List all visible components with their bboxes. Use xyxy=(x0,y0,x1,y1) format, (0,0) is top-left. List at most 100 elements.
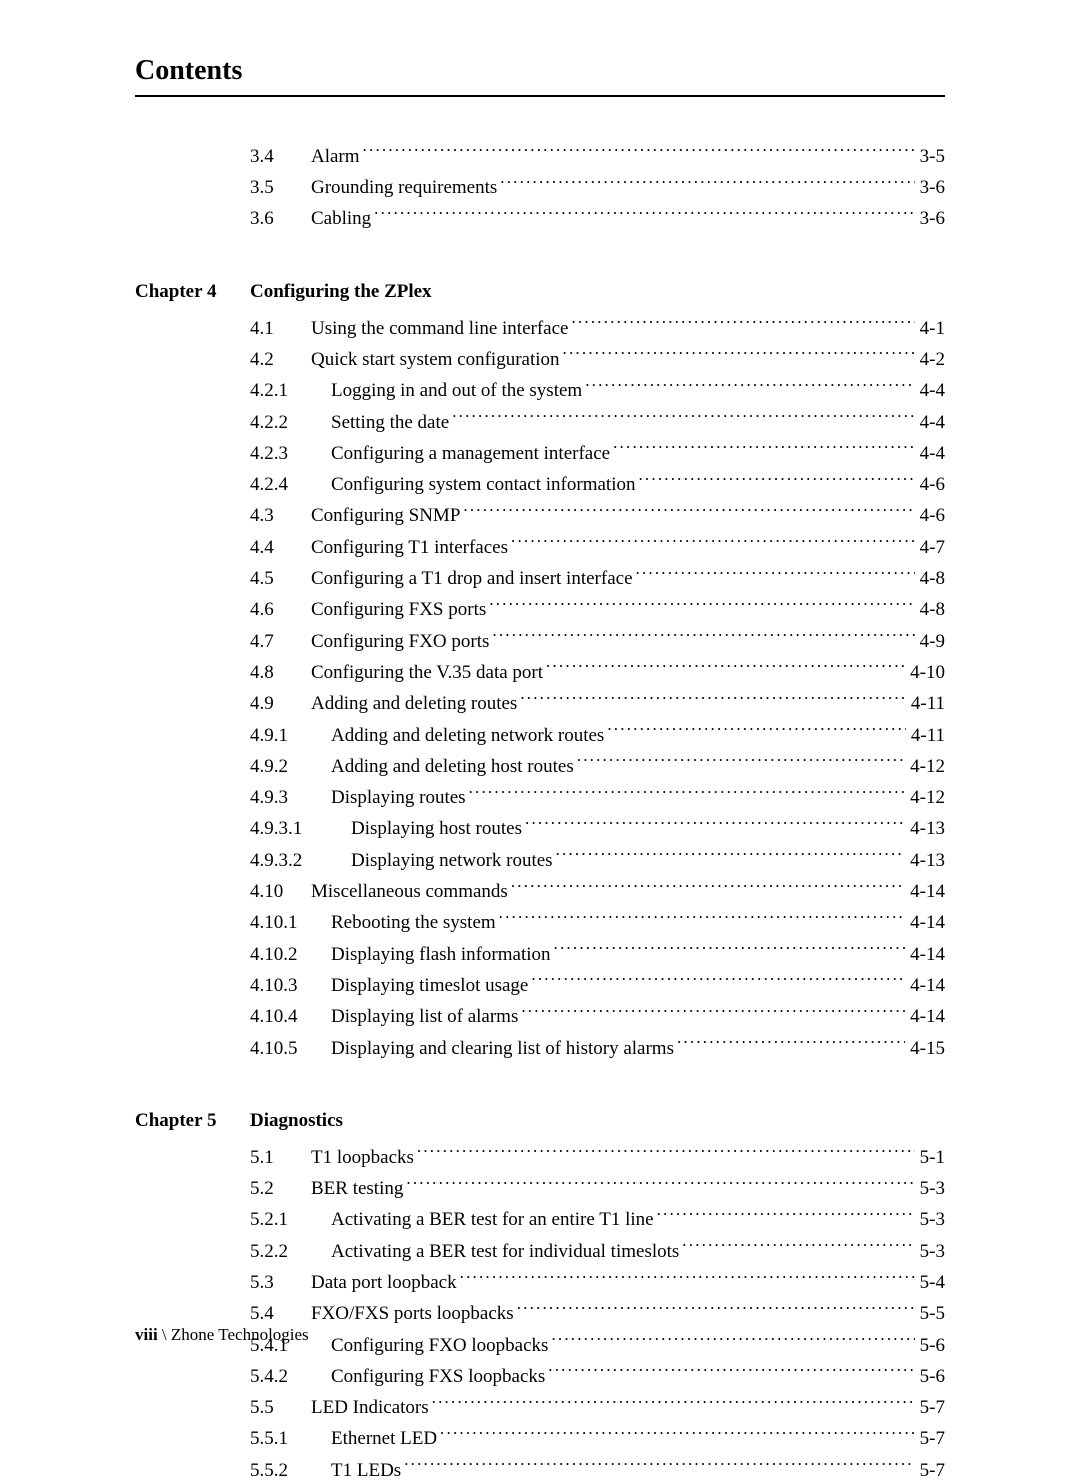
toc-entry-title: Adding and deleting network routes xyxy=(331,723,607,750)
toc-list: 3.4Alarm3-53.5Grounding requirements3-63… xyxy=(250,139,945,233)
toc-entry-page: 5-7 xyxy=(915,1426,945,1453)
toc-entry-title: Configuring the V.35 data port xyxy=(311,660,546,687)
toc-entry-title: Setting the date xyxy=(331,410,452,437)
toc-entry-page: 4-11 xyxy=(906,691,945,718)
toc-entry-page: 5-3 xyxy=(915,1207,945,1234)
toc-entry-title: Ethernet LED xyxy=(331,1426,440,1453)
toc-entry-number: 4.2 xyxy=(250,347,311,374)
toc-entry-number: 4.10 xyxy=(250,879,311,906)
dot-leader xyxy=(548,1359,914,1382)
dot-leader xyxy=(417,1140,915,1163)
toc-entry-number: 4.9 xyxy=(250,691,311,718)
toc-entry-title: Configuring SNMP xyxy=(311,503,463,530)
toc-entry-title: Configuring FXS ports xyxy=(311,597,489,624)
dot-leader xyxy=(563,342,915,365)
toc-entry-number: 5.5.1 xyxy=(250,1426,331,1453)
toc-entry-page: 4-4 xyxy=(915,410,945,437)
toc-entry-page: 5-3 xyxy=(915,1176,945,1203)
dot-leader xyxy=(554,937,906,960)
dot-leader xyxy=(440,1422,915,1445)
toc-entry-title: Configuring a management interface xyxy=(331,441,613,468)
toc-entry-number: 5.4 xyxy=(250,1301,311,1328)
toc-entry-number: 4.3 xyxy=(250,503,311,530)
chapter-title: Configuring the ZPlex xyxy=(250,281,432,303)
toc-entry-page: 4-9 xyxy=(915,629,945,656)
toc-entry: 4.9.3Displaying routes4-12 xyxy=(250,780,945,811)
toc-entry-title: Displaying host routes xyxy=(351,816,525,843)
toc-entry-number: 4.10.4 xyxy=(250,1004,331,1031)
toc-body: 3.4Alarm3-53.5Grounding requirements3-63… xyxy=(135,139,945,1484)
chapter-heading: Chapter 5Diagnostics xyxy=(135,1110,945,1132)
toc-entry: 4.7Configuring FXO ports4-9 xyxy=(250,624,945,655)
toc-entry: 4.10.2Displaying flash information4-14 xyxy=(250,937,945,968)
toc-entry-title: Data port loopback xyxy=(311,1270,460,1297)
toc-entry: 4.10.4Displaying list of alarms4-14 xyxy=(250,999,945,1030)
toc-entry-number: 3.6 xyxy=(250,206,311,233)
toc-entry-title: Grounding requirements xyxy=(311,175,500,202)
toc-entry-title: Miscellaneous commands xyxy=(311,879,511,906)
dot-leader xyxy=(463,499,914,522)
toc-entry-title: Cabling xyxy=(311,206,374,233)
dot-leader xyxy=(500,170,914,193)
toc-entry: 5.3Data port loopback5-4 xyxy=(250,1265,945,1296)
toc-entry-number: 4.1 xyxy=(250,316,311,343)
toc-entry-page: 4-1 xyxy=(915,316,945,343)
toc-list: 5.1T1 loopbacks5-15.2BER testing5-35.2.1… xyxy=(250,1140,945,1484)
toc-entry-title: T1 loopbacks xyxy=(311,1145,417,1172)
toc-entry-number: 5.1 xyxy=(250,1145,311,1172)
toc-entry-title: Displaying list of alarms xyxy=(331,1004,521,1031)
toc-entry: 4.9.3.1Displaying host routes4-13 xyxy=(250,812,945,843)
toc-entry-title: LED Indicators xyxy=(311,1395,432,1422)
toc-entry-title: Displaying network routes xyxy=(351,848,556,875)
toc-entry-title: Configuring FXO ports xyxy=(311,629,492,656)
toc-entry-number: 4.9.3.2 xyxy=(250,848,351,875)
page-title: Contents xyxy=(135,55,945,97)
dot-leader xyxy=(374,202,915,225)
toc-entry-page: 4-6 xyxy=(915,472,945,499)
toc-entry-title: Adding and deleting routes xyxy=(311,691,520,718)
toc-entry: 5.4.2Configuring FXS loopbacks5-6 xyxy=(250,1359,945,1390)
dot-leader xyxy=(460,1265,915,1288)
toc-entry: 4.6Configuring FXS ports4-8 xyxy=(250,593,945,624)
toc-entry: 4.2.3Configuring a management interface4… xyxy=(250,436,945,467)
dot-leader xyxy=(525,812,905,835)
toc-entry-number: 4.10.3 xyxy=(250,973,331,1000)
toc-entry-number: 3.4 xyxy=(250,144,311,171)
toc-entry-number: 4.2.3 xyxy=(250,441,331,468)
chapter-label: Chapter 4 xyxy=(135,281,250,303)
toc-entry-number: 5.5.2 xyxy=(250,1458,331,1484)
dot-leader xyxy=(452,405,914,428)
toc-entry-number: 4.2.4 xyxy=(250,472,331,499)
dot-leader xyxy=(511,874,905,897)
dot-leader xyxy=(585,373,914,396)
toc-entry-page: 4-14 xyxy=(905,879,945,906)
toc-entry-number: 5.3 xyxy=(250,1270,311,1297)
toc-entry-page: 5-7 xyxy=(915,1458,945,1484)
toc-entry-page: 4-14 xyxy=(905,942,945,969)
toc-entry: 4.9.3.2Displaying network routes4-13 xyxy=(250,843,945,874)
toc-entry-title: Activating a BER test for an entire T1 l… xyxy=(331,1207,657,1234)
toc-entry: 4.10.5Displaying and clearing list of hi… xyxy=(250,1031,945,1062)
page: Contents 3.4Alarm3-53.5Grounding require… xyxy=(0,0,1080,1397)
dot-leader xyxy=(638,467,914,490)
dot-leader xyxy=(613,436,915,459)
toc-entry: 5.2.1Activating a BER test for an entire… xyxy=(250,1203,945,1234)
toc-entry-title: Using the command line interface xyxy=(311,316,571,343)
toc-entry-number: 4.6 xyxy=(250,597,311,624)
toc-entry-title: Logging in and out of the system xyxy=(331,378,585,405)
toc-entry-number: 5.5 xyxy=(250,1395,311,1422)
toc-entry: 4.5Configuring a T1 drop and insert inte… xyxy=(250,561,945,592)
footer-separator: \ xyxy=(158,1325,171,1344)
toc-entry-page: 5-6 xyxy=(915,1333,945,1360)
toc-entry-number: 5.2 xyxy=(250,1176,311,1203)
toc-entry-title: FXO/FXS ports loopbacks xyxy=(311,1301,517,1328)
toc-entry-title: Configuring T1 interfaces xyxy=(311,535,511,562)
toc-entry-page: 5-1 xyxy=(915,1145,945,1172)
footer: viii \ Zhone Technologies xyxy=(135,1325,309,1345)
toc-list: 4.1Using the command line interface 4-1 4.… xyxy=(250,311,945,1062)
toc-entry-page: 5-6 xyxy=(915,1364,945,1391)
toc-entry-title: T1 LEDs xyxy=(331,1458,404,1484)
chapter-label: Chapter 5 xyxy=(135,1110,250,1132)
toc-entry: 4.9.2Adding and deleting host routes4-12 xyxy=(250,749,945,780)
toc-entry-title: Displaying timeslot usage xyxy=(331,973,531,1000)
